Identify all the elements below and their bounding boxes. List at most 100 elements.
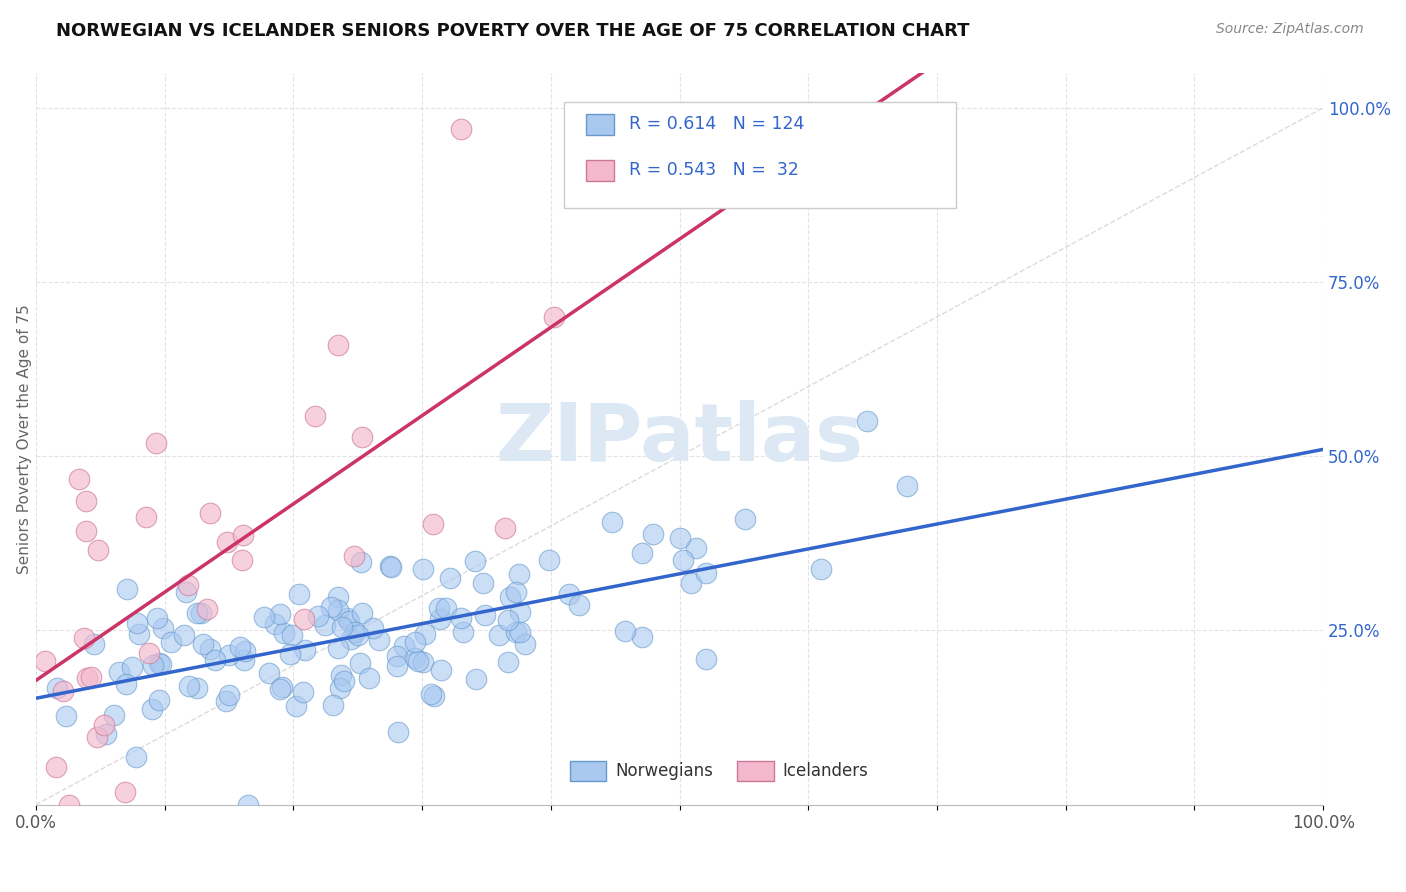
- Point: [488, 628, 510, 642]
- Text: Source: ZipAtlas.com: Source: ZipAtlas.com: [1216, 22, 1364, 37]
- Point: [453, 625, 475, 640]
- Point: [307, 609, 329, 624]
- Point: [385, 659, 408, 673]
- Point: [350, 555, 373, 569]
- Point: [494, 521, 516, 535]
- FancyBboxPatch shape: [585, 114, 614, 136]
- Point: [218, 648, 240, 662]
- Point: [343, 624, 366, 639]
- FancyBboxPatch shape: [569, 761, 606, 781]
- Point: [96, 726, 118, 740]
- Point: [406, 655, 429, 669]
- Point: [281, 627, 304, 641]
- Point: [505, 625, 527, 640]
- Point: [148, 656, 170, 670]
- Point: [83, 637, 105, 651]
- Point: [55, 709, 77, 723]
- FancyBboxPatch shape: [585, 160, 614, 180]
- Point: [86, 730, 108, 744]
- Point: [685, 541, 707, 555]
- Point: [173, 628, 195, 642]
- Point: [350, 430, 373, 444]
- Point: [380, 560, 402, 574]
- Point: [509, 605, 531, 619]
- Point: [430, 663, 453, 677]
- Point: [294, 643, 316, 657]
- Point: [439, 571, 461, 585]
- Point: [419, 687, 441, 701]
- Point: [695, 566, 717, 580]
- FancyBboxPatch shape: [738, 761, 773, 781]
- Point: [141, 702, 163, 716]
- Point: [125, 750, 148, 764]
- Point: [87, 542, 110, 557]
- Point: [368, 633, 391, 648]
- Point: [263, 617, 285, 632]
- Point: [695, 651, 717, 665]
- Point: [330, 620, 353, 634]
- Point: [174, 585, 197, 599]
- Point: [322, 698, 344, 713]
- Point: [138, 646, 160, 660]
- Point: [349, 656, 371, 670]
- Point: [285, 699, 308, 714]
- Point: [232, 528, 254, 542]
- Point: [319, 600, 342, 615]
- Point: [343, 549, 366, 563]
- Text: R = 0.614   N = 124: R = 0.614 N = 124: [630, 115, 804, 133]
- Point: [232, 653, 254, 667]
- Point: [146, 611, 169, 625]
- Point: [115, 677, 138, 691]
- Point: [193, 637, 215, 651]
- Point: [80, 670, 103, 684]
- Point: [114, 785, 136, 799]
- Point: [669, 531, 692, 545]
- Point: [233, 644, 256, 658]
- Point: [335, 611, 357, 625]
- Point: [515, 637, 537, 651]
- Point: [498, 591, 520, 605]
- Point: [498, 613, 520, 627]
- Text: ZIPatlas: ZIPatlas: [495, 400, 863, 478]
- Point: [896, 478, 918, 492]
- Point: [271, 680, 294, 694]
- Point: [292, 612, 315, 626]
- Point: [543, 310, 565, 324]
- Point: [217, 534, 239, 549]
- Point: [236, 797, 259, 812]
- Point: [73, 632, 96, 646]
- Point: [404, 635, 426, 649]
- Point: [127, 615, 149, 630]
- Point: [159, 635, 181, 649]
- Point: [631, 630, 654, 644]
- Point: [600, 516, 623, 530]
- Point: [128, 627, 150, 641]
- Point: [450, 121, 472, 136]
- Point: [278, 647, 301, 661]
- Point: [347, 628, 370, 642]
- Point: [568, 599, 591, 613]
- Point: [67, 472, 90, 486]
- Point: [186, 681, 208, 696]
- Point: [679, 576, 702, 591]
- Point: [304, 409, 326, 423]
- Point: [231, 553, 253, 567]
- Point: [186, 607, 208, 621]
- Point: [46, 681, 69, 695]
- Point: [103, 707, 125, 722]
- Point: [75, 524, 97, 538]
- Point: [359, 671, 381, 685]
- Point: [508, 566, 530, 581]
- Point: [314, 617, 336, 632]
- Point: [142, 658, 165, 673]
- Point: [380, 558, 402, 573]
- Point: [337, 614, 360, 628]
- Point: [558, 587, 581, 601]
- Point: [200, 642, 222, 657]
- Y-axis label: Seniors Poverty Over the Age of 75: Seniors Poverty Over the Age of 75: [17, 304, 32, 574]
- Point: [387, 725, 409, 739]
- Point: [135, 510, 157, 524]
- Point: [288, 587, 311, 601]
- Point: [429, 612, 451, 626]
- Point: [412, 562, 434, 576]
